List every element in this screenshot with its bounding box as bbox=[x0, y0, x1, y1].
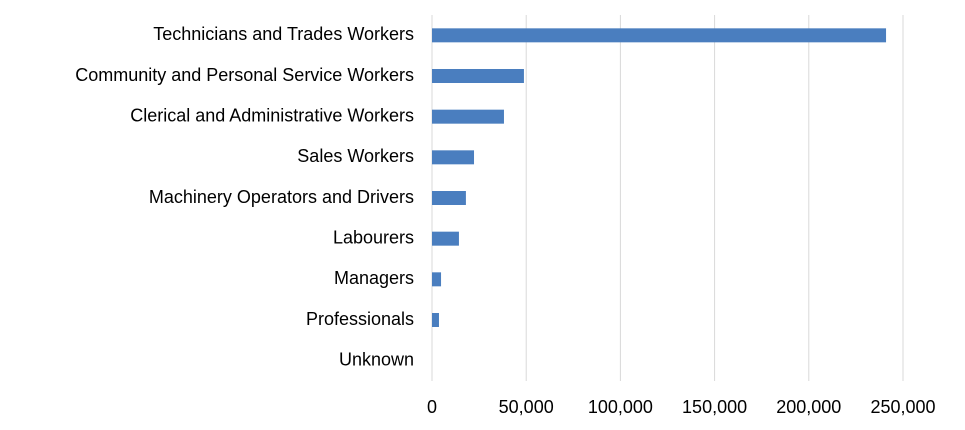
x-tick-label: 0 bbox=[427, 397, 437, 417]
bar bbox=[432, 150, 475, 165]
bar bbox=[432, 191, 466, 205]
y-tick-label: Managers bbox=[334, 268, 414, 288]
bar bbox=[432, 28, 887, 43]
y-tick-label: Sales Workers bbox=[297, 146, 414, 166]
y-tick-label: Unknown bbox=[339, 349, 414, 369]
x-tick-label: 150,000 bbox=[682, 397, 747, 417]
y-tick-label: Professionals bbox=[306, 309, 414, 329]
bar bbox=[432, 231, 459, 246]
x-tick-label: 50,000 bbox=[499, 397, 554, 417]
bar bbox=[432, 109, 504, 124]
bar bbox=[432, 69, 524, 83]
bar bbox=[432, 313, 439, 327]
y-tick-label: Community and Personal Service Workers bbox=[75, 65, 414, 85]
y-tick-label: Technicians and Trades Workers bbox=[153, 24, 414, 44]
x-tick-label: 250,000 bbox=[870, 397, 935, 417]
x-tick-label: 200,000 bbox=[776, 397, 841, 417]
y-tick-label: Labourers bbox=[333, 227, 414, 247]
x-tick-label: 100,000 bbox=[588, 397, 653, 417]
y-tick-label: Machinery Operators and Drivers bbox=[149, 187, 414, 207]
y-tick-label: Clerical and Administrative Workers bbox=[130, 105, 414, 125]
bar bbox=[432, 272, 442, 287]
